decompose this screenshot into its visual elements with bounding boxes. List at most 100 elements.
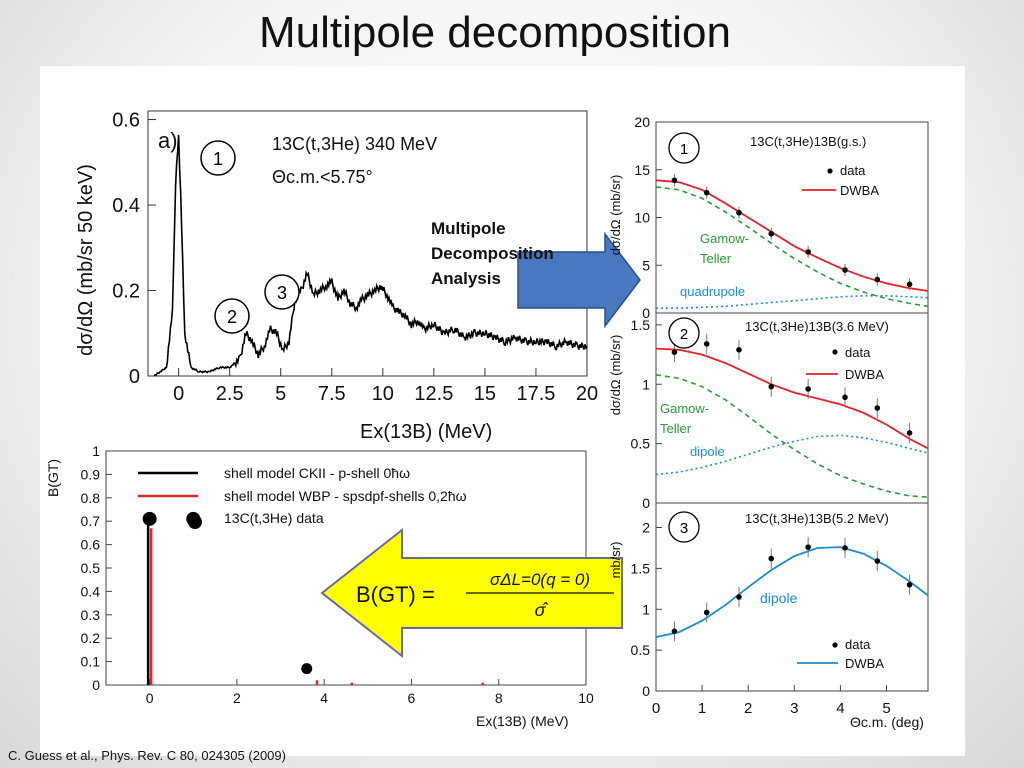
- ang-curve-dipole: [655, 434, 929, 476]
- ang-ytick-label: 0.5: [631, 436, 651, 452]
- ang-data-point: [703, 609, 710, 616]
- mda-caption-line-2: Decomposition: [431, 244, 554, 263]
- ang-gs-legend-data: data: [840, 163, 866, 178]
- spectrum-ticks: 0 2.5 5 7.5 10 12.5 15 17.5 20 0 0.2 0.4 0.6: [112, 110, 598, 405]
- ang-xtick-label: 2: [744, 700, 752, 717]
- mda-arrow: Multipole Decomposition Analysis: [431, 219, 641, 329]
- mda-caption-line-1: Multipole: [431, 219, 506, 238]
- spectrum-angle-cut: Θc.m.<5.75°: [272, 167, 373, 187]
- ang-36-ylabel: dσ/dΩ (mb/sr): [608, 335, 623, 416]
- ang-52-label-dipole: dipole: [760, 590, 798, 606]
- ang-data-point: [671, 628, 678, 635]
- formula-denominator: σ̂: [535, 600, 549, 620]
- ang-52-panel-label: 3: [680, 520, 688, 537]
- bgt-ytick-label: 0.1: [81, 654, 101, 670]
- ang-ytick-label: 15: [634, 162, 650, 178]
- ang-data-point: [768, 383, 775, 390]
- ang-gs-legend-data-marker: [827, 168, 833, 174]
- spectrum-xtick-label: 17.5: [516, 383, 555, 405]
- ang-data-point: [671, 177, 678, 184]
- ang-ytick-label: 1.5: [631, 317, 651, 333]
- spectrum-reaction: 13C(t,3He) 340 MeV: [272, 134, 437, 154]
- ang-52-ylabel: mb/sr): [608, 542, 623, 579]
- legend-label-ckii: shell model CKII - p-shell 0ħω: [224, 465, 410, 481]
- spectrum-xlabel: Ex(13B) (MeV): [360, 421, 492, 443]
- ang-curve-quadrupole: [656, 294, 929, 310]
- ang-36-label-dipole: dipole: [690, 444, 725, 459]
- ang-curve-dwba: [655, 546, 929, 638]
- spectrum-ytick-label: 0.6: [112, 110, 140, 132]
- peak-marker-3-label: 3: [277, 283, 287, 303]
- bgt-marks: [142, 511, 485, 685]
- spectrum-ylabel: dσ/dΩ (mb/sr 50 keV): [75, 164, 97, 356]
- peak-marker-2: 2: [214, 298, 250, 334]
- ang-panel-ang-5.2: 0 0.5 1 1.5 2 0 1 2 3 4 5: [631, 502, 929, 717]
- ang-data-point: [671, 349, 678, 355]
- ang-data-point: [805, 249, 811, 255]
- bgt-ytick-label: 0: [92, 677, 100, 693]
- bgt-data-point: [301, 663, 313, 675]
- ang-data-point: [703, 341, 710, 347]
- spectrum-xtick-label: 12.5: [414, 383, 453, 405]
- ang-data-point: [874, 558, 881, 564]
- ang-ytick-label: 2: [642, 520, 650, 536]
- ang-xlabel: Θc.m. (deg): [850, 714, 924, 730]
- blue-arrow-shape: [517, 231, 641, 329]
- ang-data-point: [842, 394, 848, 401]
- ang-ytick-label: 1: [642, 601, 650, 617]
- slide-title: Multipole decomposition: [258, 8, 732, 57]
- ang-data-point: [874, 405, 881, 411]
- ang-ytick-label: 0: [642, 305, 650, 321]
- ang-gs-ylabel: dσ/dΩ (mb/sr): [608, 175, 623, 256]
- peak-marker-2-label: 2: [227, 307, 237, 327]
- ang-52-reaction: 13C(t,3He)13B(5.2 MeV): [745, 511, 889, 526]
- bgt-ticks: 0 2 4 6 8 10 0 0.1 0.2 0.3 0.4 0.5 0.6 0.7 0.8 0.9 1: [81, 443, 594, 706]
- ang-ytick-label: 10: [634, 210, 650, 226]
- peak-marker-3: 3: [264, 274, 300, 310]
- ang-52-legend-dwba: DWBA: [845, 656, 884, 671]
- ang-panel-ang-gs: 0 5 10 15 20: [634, 114, 929, 321]
- bgt-data-point: [142, 511, 157, 526]
- ang-data-point: [805, 544, 811, 550]
- ang-36-label-gt-1: Gamow-: [660, 401, 709, 416]
- formula-numerator: σΔL=0(q = 0): [490, 570, 590, 589]
- legend-label-data: 13C(t,3He) data: [224, 510, 324, 526]
- bgt-xlabel: Ex(13B) (MeV): [476, 713, 569, 729]
- ang-ytick-label: 5: [642, 257, 650, 273]
- ang-gs-label-gt-1: Gamow-: [700, 231, 749, 246]
- spectrum-trace: [153, 134, 588, 377]
- ang-36-label-gt-2: Teller: [660, 421, 692, 436]
- ang-data-point: [842, 545, 848, 551]
- ang-36-panel-label: 2: [680, 326, 688, 343]
- ang-ytick-label: 0: [642, 495, 650, 511]
- bgt-xtick-label: 4: [320, 690, 328, 706]
- ang-ytick-label: 1: [642, 376, 650, 392]
- bgt-ytick-label: 0.3: [81, 607, 101, 623]
- ang-36-legend-dwba: DWBA: [845, 367, 884, 382]
- bgt-xtick-label: 0: [146, 690, 154, 706]
- bgt-ytick-label: 0.6: [81, 537, 101, 553]
- mda-caption-line-3: Analysis: [431, 269, 501, 288]
- bgt-ytick-label: 0.7: [81, 513, 101, 529]
- spectrum-xtick-label: 2.5: [216, 383, 244, 405]
- ang-curve-gamow-teller: [655, 374, 929, 498]
- spectrum-panel-label: a): [158, 128, 178, 153]
- spectrum-ytick-label: 0: [129, 366, 140, 388]
- ang-data-point: [874, 276, 881, 283]
- ang-52-legend-data: data: [845, 637, 871, 652]
- ang-36-legend-data: data: [845, 345, 871, 360]
- spectrum-xtick-label: 20: [576, 383, 598, 405]
- ang-52-labels: 3 13C(t,3He)13B(5.2 MeV) dipole data DWB…: [608, 511, 924, 730]
- ang-xtick-label: 3: [790, 700, 798, 717]
- ang-data-point: [736, 209, 742, 216]
- ang-data-point: [703, 189, 710, 196]
- ang-gs-panel-label: 1: [680, 141, 688, 158]
- spectrum-xtick-label: 5: [275, 383, 286, 405]
- ang-gs-reaction: 13C(t,3He)13B(g.s.): [750, 134, 866, 149]
- bgt-ytick-label: 0.5: [81, 560, 101, 576]
- ang-frame: [655, 502, 929, 692]
- ang-xtick-label: 1: [698, 700, 706, 717]
- bgt-xtick-label: 8: [495, 690, 503, 706]
- ang-data-point: [736, 594, 742, 600]
